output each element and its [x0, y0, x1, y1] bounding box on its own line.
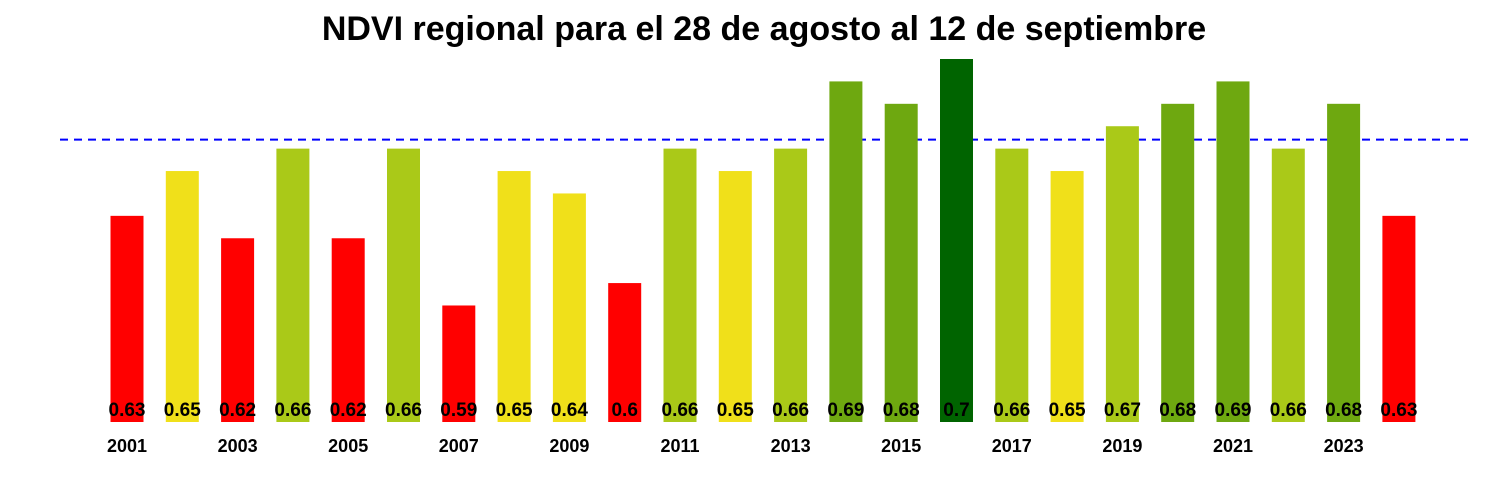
bar-2005 — [332, 238, 365, 422]
data-label-2015: 0.68 — [883, 400, 920, 421]
bar-2021 — [1217, 81, 1250, 422]
x-tick-label-2015: 2015 — [881, 436, 921, 456]
bar-2022 — [1272, 149, 1305, 422]
data-label-2021: 0.69 — [1215, 400, 1252, 421]
x-tick-label-2023: 2023 — [1324, 436, 1364, 456]
bar-2012 — [719, 171, 752, 422]
bar-2020 — [1161, 104, 1194, 422]
data-label-2016: 0.7 — [943, 400, 969, 421]
data-label-2013: 0.66 — [772, 400, 809, 421]
data-label-2022: 0.66 — [1270, 400, 1307, 421]
bar-2019 — [1106, 126, 1139, 422]
x-tick-label-2019: 2019 — [1102, 436, 1142, 456]
bar-2004 — [276, 149, 309, 422]
bar-2002 — [166, 171, 199, 422]
bar-2018 — [1051, 171, 1084, 422]
data-label-2017: 0.66 — [993, 400, 1030, 421]
data-label-2001: 0.63 — [109, 400, 146, 421]
bar-2017 — [995, 149, 1028, 422]
x-tick-label-2001: 2001 — [107, 436, 147, 456]
data-label-2008: 0.65 — [496, 400, 533, 421]
bar-2003 — [221, 238, 254, 422]
data-label-2004: 0.66 — [274, 400, 311, 421]
data-label-2024: 0.63 — [1380, 400, 1417, 421]
data-label-2018: 0.65 — [1049, 400, 1086, 421]
bar-2013 — [774, 149, 807, 422]
x-tick-label-2007: 2007 — [439, 436, 479, 456]
data-label-2020: 0.68 — [1159, 400, 1196, 421]
data-label-2006: 0.66 — [385, 400, 422, 421]
x-tick-label-2013: 2013 — [771, 436, 811, 456]
bar-2014 — [829, 81, 862, 422]
bar-2006 — [387, 149, 420, 422]
bar-2009 — [553, 193, 586, 422]
bar-2011 — [664, 149, 697, 422]
data-label-2019: 0.67 — [1104, 400, 1141, 421]
bar-2015 — [885, 104, 918, 422]
x-tick-label-2009: 2009 — [549, 436, 589, 456]
data-label-2007: 0.59 — [440, 400, 477, 421]
data-label-2010: 0.6 — [611, 400, 637, 421]
bar-2008 — [498, 171, 531, 422]
bar-2023 — [1327, 104, 1360, 422]
data-label-2014: 0.69 — [827, 400, 864, 421]
x-tick-label-2011: 2011 — [660, 436, 699, 456]
x-tick-label-2003: 2003 — [218, 436, 258, 456]
data-label-2011: 0.66 — [662, 400, 699, 421]
data-label-2023: 0.68 — [1325, 400, 1362, 421]
data-label-2012: 0.65 — [717, 400, 754, 421]
x-tick-label-2021: 2021 — [1213, 436, 1253, 456]
data-label-2009: 0.64 — [551, 400, 588, 421]
data-label-2003: 0.62 — [219, 400, 256, 421]
bar-2001 — [111, 216, 144, 422]
x-tick-label-2017: 2017 — [992, 436, 1032, 456]
x-tick-label-2005: 2005 — [328, 436, 368, 456]
bar-2016 — [940, 59, 973, 422]
data-label-2005: 0.62 — [330, 400, 367, 421]
data-label-2002: 0.65 — [164, 400, 201, 421]
bar-2024 — [1382, 216, 1415, 422]
